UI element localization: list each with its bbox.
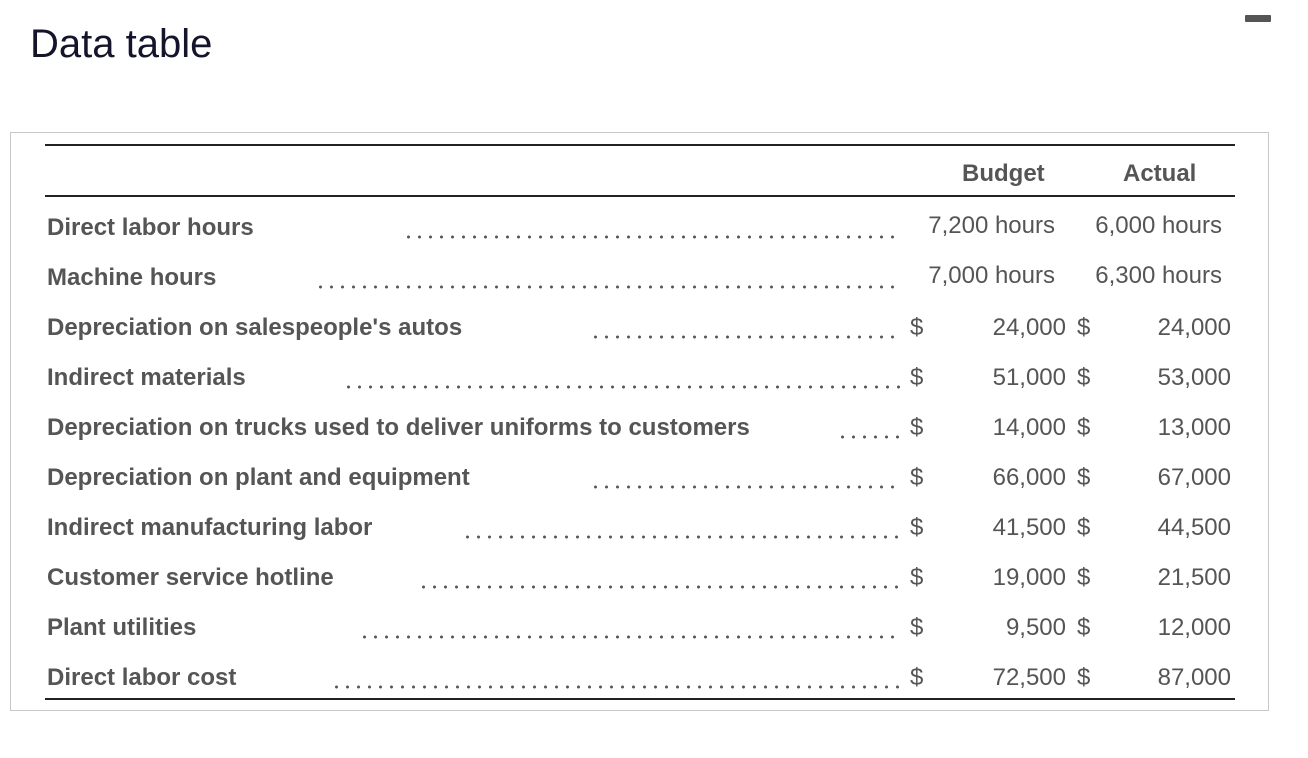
budget-value: 14,000 — [992, 414, 1066, 441]
currency: $ — [910, 514, 924, 541]
leader-dots — [343, 385, 902, 389]
currency: $ — [1077, 564, 1091, 591]
actual-value: 87,000 — [1157, 664, 1231, 691]
row-label: Depreciation on salespeople's autos — [47, 314, 463, 341]
minimize-button[interactable] — [1245, 15, 1271, 22]
leader-dots — [418, 585, 902, 589]
column-header: Budget — [962, 160, 1045, 187]
leader-dots — [462, 535, 902, 539]
currency: $ — [1077, 514, 1091, 541]
currency: $ — [910, 364, 924, 391]
row-label: Depreciation on plant and equipment — [47, 464, 470, 491]
row-label: Depreciation on trucks used to deliver u… — [47, 414, 750, 441]
currency: $ — [910, 564, 924, 591]
row-label: Direct labor hours — [47, 214, 254, 241]
currency: $ — [910, 414, 924, 441]
leader-dots — [403, 235, 902, 239]
leader-dots — [590, 335, 902, 339]
budget-value: 41,500 — [992, 514, 1066, 541]
currency: $ — [910, 664, 924, 691]
currency: $ — [1077, 614, 1091, 641]
actual-value: 13,000 — [1157, 414, 1231, 441]
row-label: Customer service hotline — [47, 564, 334, 591]
top-rule — [45, 144, 1235, 146]
table-box — [10, 132, 1269, 711]
row-label: Indirect manufacturing labor — [47, 514, 373, 541]
budget-value: 66,000 — [992, 464, 1066, 491]
budget-value: 72,500 — [992, 664, 1066, 691]
actual-value: 53,000 — [1157, 364, 1231, 391]
budget-value: 24,000 — [992, 314, 1066, 341]
row-label: Direct labor cost — [47, 664, 237, 691]
row-label: Machine hours — [47, 264, 217, 291]
currency: $ — [910, 314, 924, 341]
currency: $ — [910, 614, 924, 641]
leader-dots — [315, 285, 902, 289]
budget-value: 19,000 — [992, 564, 1066, 591]
currency: $ — [1077, 414, 1091, 441]
actual-value: 67,000 — [1157, 464, 1231, 491]
actual-value: 21,500 — [1157, 564, 1231, 591]
actual-value: 44,500 — [1157, 514, 1231, 541]
header-rule — [45, 195, 1235, 197]
leader-dots — [359, 635, 902, 639]
column-header: Actual — [1123, 160, 1197, 187]
currency: $ — [1077, 364, 1091, 391]
budget-value: 7,000 hours — [928, 262, 1055, 289]
budget-value: 9,500 — [1005, 614, 1066, 641]
title: Data table — [30, 22, 213, 66]
actual-value: 6,300 hours — [1095, 262, 1222, 289]
leader-dots — [331, 685, 902, 689]
currency: $ — [1077, 464, 1091, 491]
actual-value: 24,000 — [1157, 314, 1231, 341]
row-label: Indirect materials — [47, 364, 246, 391]
leader-dots — [837, 435, 902, 439]
currency: $ — [1077, 314, 1091, 341]
leader-dots — [590, 485, 902, 489]
currency: $ — [910, 464, 924, 491]
actual-value: 12,000 — [1157, 614, 1231, 641]
bottom-rule — [45, 698, 1235, 700]
actual-value: 6,000 hours — [1095, 212, 1222, 239]
row-label: Plant utilities — [47, 614, 197, 641]
currency: $ — [1077, 664, 1091, 691]
budget-value: 7,200 hours — [928, 212, 1055, 239]
budget-value: 51,000 — [992, 364, 1066, 391]
